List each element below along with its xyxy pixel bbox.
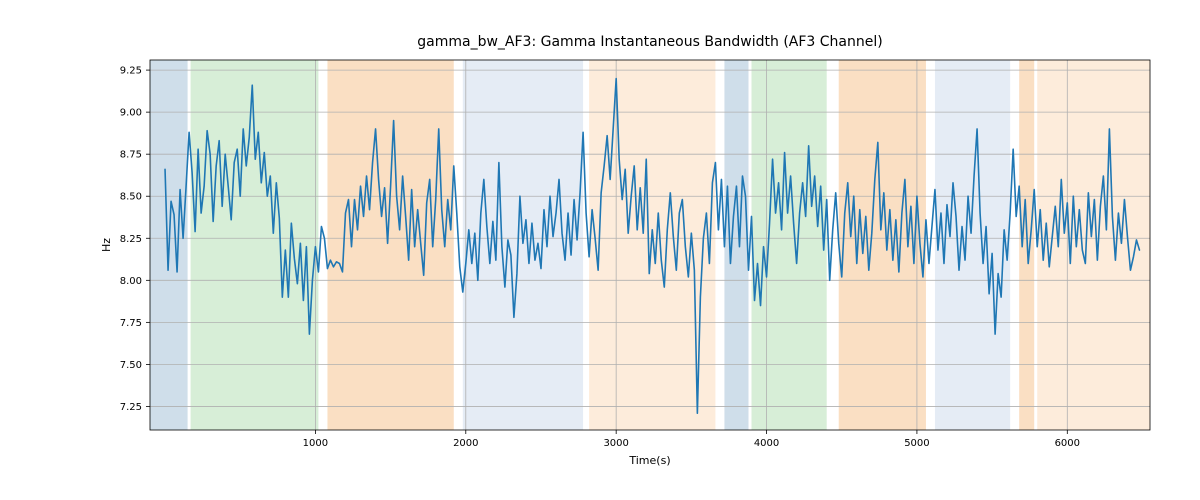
y-tick-label: 8.75: [120, 150, 142, 161]
x-tick-label: 1000: [303, 438, 328, 449]
y-tick-label: 7.25: [120, 402, 142, 413]
x-axis: 1000 2000 3000 4000 5000 6000: [303, 430, 1080, 449]
region-5: [724, 60, 748, 430]
y-axis-label: Hz: [100, 238, 113, 252]
chart-title: gamma_bw_AF3: Gamma Instantaneous Bandwi…: [417, 34, 882, 50]
y-tick-label: 9.25: [120, 66, 142, 77]
y-tick-label: 8.00: [120, 276, 142, 287]
y-tick-label: 8.25: [120, 234, 142, 245]
chart-svg: 1000 2000 3000 4000 5000 6000 7.25 7.50 7.75 8.00…: [0, 0, 1200, 500]
chart-container: 1000 2000 3000 4000 5000 6000 7.25 7.50 7.75 8.00…: [0, 0, 1200, 500]
x-tick-label: 5000: [904, 438, 929, 449]
x-tick-label: 6000: [1055, 438, 1080, 449]
region-6: [752, 60, 827, 430]
region-10: [1037, 60, 1150, 430]
y-tick-label: 9.00: [120, 108, 142, 119]
region-1: [191, 60, 319, 430]
x-tick-label: 2000: [453, 438, 478, 449]
x-tick-label: 4000: [754, 438, 779, 449]
y-axis: 7.25 7.50 7.75 8.00 8.25 8.50 8.75 9.00 9.25: [120, 66, 150, 413]
region-2: [327, 60, 453, 430]
y-tick-label: 8.50: [120, 192, 142, 203]
y-tick-label: 7.75: [120, 318, 142, 329]
x-axis-label: Time(s): [628, 454, 670, 467]
region-3: [463, 60, 583, 430]
y-tick-label: 7.50: [120, 360, 142, 371]
region-8: [935, 60, 1010, 430]
x-tick-label: 3000: [603, 438, 628, 449]
